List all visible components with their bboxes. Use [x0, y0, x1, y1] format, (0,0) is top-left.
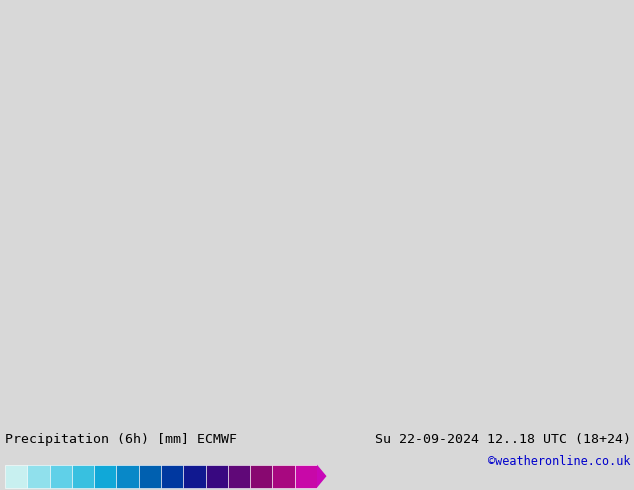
Bar: [117, 465, 139, 488]
Bar: [94, 465, 117, 488]
Text: Precipitation (6h) [mm] ECMWF: Precipitation (6h) [mm] ECMWF: [5, 433, 237, 446]
Polygon shape: [317, 465, 327, 488]
Bar: [27, 465, 49, 488]
Text: ©weatheronline.co.uk: ©weatheronline.co.uk: [488, 455, 631, 467]
Bar: [183, 465, 205, 488]
Bar: [250, 465, 273, 488]
Bar: [49, 465, 72, 488]
Bar: [5, 465, 27, 488]
Bar: [295, 465, 317, 488]
Bar: [72, 465, 94, 488]
Bar: [228, 465, 250, 488]
Bar: [205, 465, 228, 488]
Bar: [161, 465, 183, 488]
Bar: [273, 465, 295, 488]
Bar: [139, 465, 161, 488]
Text: Su 22-09-2024 12..18 UTC (18+24): Su 22-09-2024 12..18 UTC (18+24): [375, 433, 631, 446]
